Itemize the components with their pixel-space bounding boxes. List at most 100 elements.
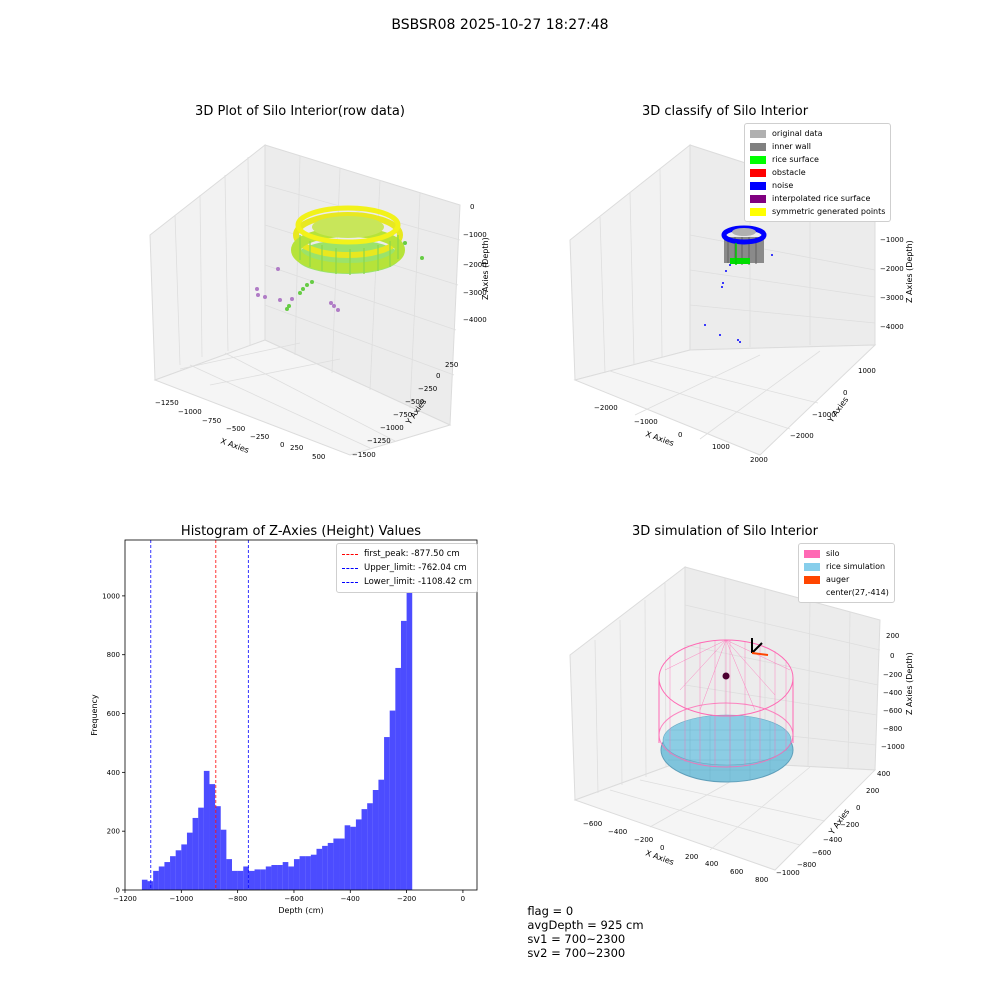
panel2-grid: [599, 165, 876, 440]
legend-item-first-peak: first_peak: -877.50 cm: [342, 547, 472, 561]
legend-item-rice-surface: rice surface: [750, 153, 885, 166]
legend-item-symmetric-generated-points: symmetric generated points: [750, 205, 885, 218]
panel4-xtick: −400: [608, 828, 627, 836]
panel2-ztick: −2000: [880, 265, 904, 273]
panel4-ztick: −800: [883, 725, 902, 733]
panel4-ztick: −1000: [881, 743, 905, 751]
histogram-bar: [327, 842, 334, 890]
panel2-xtick: 2000: [750, 456, 768, 464]
histogram-bar: [367, 803, 373, 890]
histogram-bar: [372, 790, 379, 890]
panel1-ring-point-cloud: [291, 205, 405, 275]
histogram-xtick-label: −600: [284, 895, 303, 903]
panel1-ztick: 0: [470, 203, 474, 211]
histogram-bar: [175, 850, 182, 890]
panel4-ytick: −600: [812, 849, 831, 857]
histogram-bar: [310, 854, 317, 890]
histogram-bar: [265, 866, 272, 890]
histogram-bar: [215, 806, 221, 890]
histogram-x-ticks: −1200 −1000 −800 −600 −400 −200 0: [113, 890, 465, 903]
panel4-ytick-labels: 400 200 0 −200 −400 −600 −800 −1000: [776, 770, 890, 877]
histogram-xtick-label: −1000: [169, 895, 193, 903]
legend-item-obstacle: obstacle: [750, 166, 885, 179]
histogram-bar: [186, 832, 193, 890]
panel2-xtick: 1000: [712, 443, 730, 451]
histogram-bar: [164, 862, 171, 890]
panel2-ytick-labels: 1000 0 −1000 −2000: [790, 367, 876, 440]
panel1-xtick: 0: [280, 441, 284, 449]
panel2-legend: original data inner wall rice surface ob…: [744, 123, 892, 222]
flag-text: flag = 0: [527, 904, 574, 918]
panel1-ytick: 250: [445, 361, 458, 369]
histogram-bar: [181, 844, 187, 890]
histogram-bar: [355, 819, 362, 890]
histogram-bar: [220, 829, 227, 890]
histogram-bar: [333, 838, 340, 890]
histogram-bar: [254, 869, 261, 890]
histogram-ytick-label: 200: [107, 828, 120, 836]
panel4-xtick: −600: [583, 820, 602, 828]
histogram-bars: [141, 557, 413, 890]
legend-item-upper-limit: Upper_limit: -762.04 cm: [342, 561, 472, 575]
histogram-reference-lines: [150, 540, 249, 890]
legend-item-interpolated-rice-surface: interpolated rice surface: [750, 192, 885, 205]
histogram-bar: [293, 859, 300, 890]
sv1-text: sv1 = 700~2300: [527, 932, 626, 946]
panel4-ztick: 0: [890, 652, 894, 660]
histogram-bar: [384, 737, 390, 890]
panel1-ytick: 0: [436, 372, 440, 380]
panel4-legend: silo rice simulation auger center(27,-41…: [798, 543, 895, 603]
histogram-bar: [260, 869, 266, 890]
panel1-ztick-labels: 0 −1000 −2000 −3000 −4000: [463, 203, 487, 324]
histogram-xtick-label: −400: [341, 895, 360, 903]
panel2-ztick: −1000: [880, 236, 904, 244]
panel2-ytick: −2000: [790, 432, 814, 440]
panel4-xtick: 600: [730, 868, 743, 876]
panel4-silo-wireframe: [658, 639, 794, 768]
panel1-ytick: −500: [405, 398, 424, 406]
histogram-bar: [248, 870, 255, 890]
histogram-bar: [203, 770, 210, 890]
histogram-bar: [170, 856, 176, 890]
legend-item-center: center(27,-414): [826, 588, 889, 597]
panel2-zlabel: Z Axies (Depth): [905, 240, 914, 303]
panel2-ytick: −1000: [812, 411, 836, 419]
histogram-bar: [153, 870, 159, 890]
panel2-title: 3D classify of Silo Interior: [641, 104, 809, 119]
histogram-bar: [158, 866, 165, 890]
panel1-ztick: −3000: [463, 289, 487, 297]
histogram-bar: [282, 862, 289, 890]
panel4-rice-simulation: [660, 714, 794, 783]
panel1-ytick: −250: [418, 385, 437, 393]
panel1-title: 3D Plot of Silo Interior(row data): [195, 104, 405, 119]
histogram-ytick-label: 1000: [102, 592, 120, 600]
histogram-xtick-label: −200: [397, 895, 416, 903]
panel4-xtick-labels: −600 −400 −200 0 200 400 600 800: [583, 820, 768, 884]
panel1-xlabel: X Axies: [219, 436, 250, 455]
panel1-xtick-labels: −1250 −1000 −750 −500 −250 0 250 500: [155, 399, 325, 461]
histogram-bar: [237, 870, 244, 890]
histogram-bar: [389, 710, 396, 890]
panel4-ztick: −200: [883, 671, 902, 679]
legend-item-lower-limit: Lower_limit: -1108.42 cm: [342, 575, 472, 589]
histogram-bar: [305, 856, 311, 890]
panel1-ztick: −2000: [463, 261, 487, 269]
legend-swatch: [750, 155, 766, 164]
histogram-bar: [378, 779, 385, 890]
histogram-bar: [350, 826, 356, 890]
panel1-zlabel: Z Axies (Depth): [481, 237, 490, 300]
histogram-bar: [209, 784, 216, 890]
panel1-xtick: 500: [312, 453, 325, 461]
legend-swatch: [750, 129, 766, 138]
panel1-ytick: −1000: [380, 424, 404, 432]
panel1-ytick: −750: [393, 411, 412, 419]
sv2-text: sv2 = 700~2300: [527, 946, 626, 960]
histogram-legend: first_peak: -877.50 cm Upper_limit: -762…: [336, 543, 478, 593]
legend-item-noise: noise: [750, 179, 885, 192]
panel4-xtick: −200: [634, 836, 653, 844]
panel4-xtick: 200: [685, 853, 698, 861]
panel1-xtick: −750: [202, 417, 221, 425]
panel4-ztick: 200: [886, 632, 899, 640]
panel4-ytick: −200: [840, 821, 859, 829]
panel4-ztick: −600: [883, 707, 902, 715]
